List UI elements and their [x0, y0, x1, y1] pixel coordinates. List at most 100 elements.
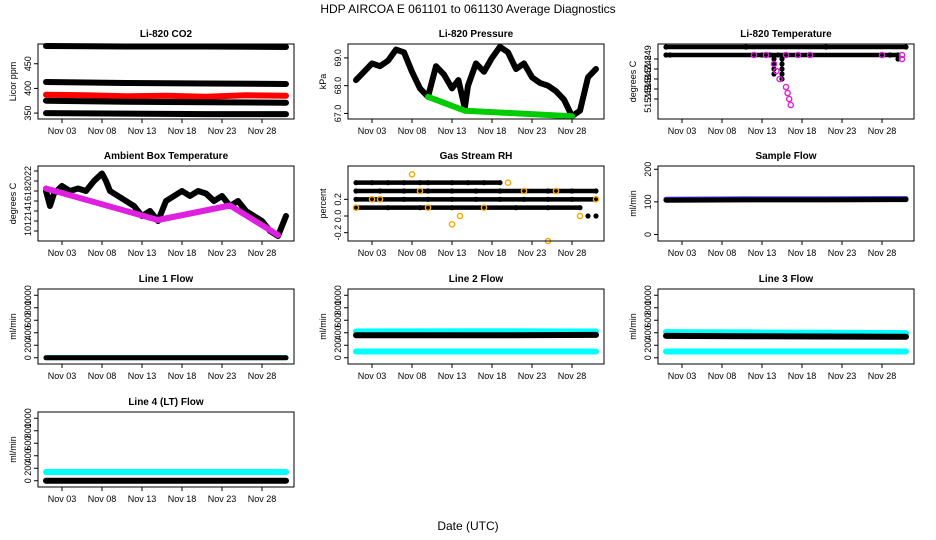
box_temp-point-box-11 — [116, 194, 120, 198]
licor_temp-ylabel: degrees C — [628, 60, 638, 102]
line3-point-cyan-low-1 — [783, 349, 789, 354]
pressure-point-pressure-27 — [562, 98, 566, 102]
licor_temp-ytick-label: 51.245 — [643, 85, 653, 113]
licor_temp-ytick-label: 51.248 — [643, 55, 653, 83]
line2-ytick-label: 200 — [333, 338, 343, 353]
box_temp-line-box — [43, 170, 289, 239]
rh-series-orange — [352, 170, 600, 245]
line2-ytick-label: 600 — [333, 313, 343, 328]
co2-point-red-5 — [244, 93, 248, 97]
line3-title: Line 3 Flow — [759, 274, 814, 285]
line2-point-cyan-low-0 — [353, 349, 359, 354]
pressure-point-pressure-30 — [586, 75, 590, 79]
licor_temp-series-top — [663, 44, 909, 50]
sample_flow-ytick-label: 200 — [643, 162, 653, 177]
licor_temp-point-column-7 — [779, 71, 785, 77]
line3-series-cyan-low — [663, 348, 909, 355]
sample_flow-ytick-label: 100 — [643, 194, 653, 209]
co2-xtick-label: Nov 28 — [248, 126, 277, 136]
line3-xtick-label: Nov 28 — [868, 371, 897, 381]
pressure-point-pressure-0 — [354, 78, 358, 82]
box_temp-point-box-24 — [220, 194, 224, 198]
box_temp-xtick-label: Nov 13 — [128, 248, 157, 258]
panel-rh: Gas Stream RH Nov 03 Nov 08 Nov 13 Nov 18 Nov… — [318, 151, 605, 258]
line4-ytick-label: 600 — [23, 436, 33, 451]
rh-point-orange-1 — [368, 195, 376, 203]
line1-xtick-label: Nov 13 — [128, 371, 157, 381]
sample_flow-line-flow-black — [663, 197, 909, 203]
pressure-point-pressure-21 — [514, 67, 518, 71]
rh-point-orange-14 — [592, 195, 600, 203]
box_temp-point-box-9 — [104, 179, 108, 183]
line4-xtick-label: Nov 18 — [168, 494, 197, 504]
pressure-point-pressure-alt-0 — [425, 94, 431, 100]
licor_temp-series-magenta — [750, 51, 906, 109]
licor_temp-xtick-label: Nov 08 — [708, 126, 737, 136]
licor_temp-ytick-label: 51.249 — [643, 45, 653, 73]
line3-xtick-label: Nov 03 — [668, 371, 697, 381]
box_temp-series-box — [43, 170, 289, 239]
co2-line-high — [43, 43, 289, 50]
box_temp-point-box-20 — [188, 194, 192, 198]
pressure-line-pressure-alt — [425, 93, 575, 120]
line2-frame — [347, 288, 605, 365]
licor_temp-point-magenta-14 — [787, 101, 795, 109]
rh-point-orange-3 — [408, 170, 416, 178]
box_temp-xtick-label: Nov 08 — [88, 248, 117, 258]
pressure-xtick-label: Nov 18 — [478, 126, 507, 136]
co2-title: Li-820 CO2 — [140, 29, 193, 40]
rh-point-orange-4 — [416, 187, 424, 195]
box_temp-point-box-alt-3 — [275, 232, 281, 238]
box_temp-title: Ambient Box Temperature — [104, 151, 229, 162]
rh-ytick-label: 0.0 — [333, 210, 343, 223]
box_temp-xtick-label: Nov 03 — [48, 248, 77, 258]
line3-point-black-0 — [663, 333, 669, 339]
co2-ytick-label: 400 — [23, 81, 33, 96]
panel-line1: Line 1 Flow Nov 03 Nov 08 Nov 13 Nov 18 Nov 2… — [8, 274, 295, 381]
box_temp-point-box-1 — [48, 204, 52, 208]
line3-xtick-label: Nov 08 — [708, 371, 737, 381]
rh-series-level-04 — [353, 180, 503, 186]
licor_temp-point-column-0 — [771, 56, 777, 62]
pressure-frame — [347, 43, 605, 120]
co2-point-low-0 — [43, 110, 49, 116]
co2-series-high — [43, 43, 289, 50]
line4-xtick-label: Nov 28 — [248, 494, 277, 504]
sample_flow-frame — [657, 165, 915, 242]
box_temp-ytick-label: 14 — [23, 206, 33, 216]
line2-xtick-label: Nov 03 — [358, 371, 387, 381]
pressure-point-pressure-1 — [362, 70, 366, 74]
panel-line4: Line 4 (LT) Flow Nov 03 Nov 08 Nov 13 Nov 18… — [8, 397, 295, 504]
line4-point-cyan-1 — [163, 469, 169, 475]
licor_temp-frame — [657, 43, 915, 120]
box_temp-line-box-alt — [43, 185, 281, 238]
licor_temp-xtick-label: Nov 13 — [748, 126, 777, 136]
line4-ytick-label: 0 — [23, 478, 33, 483]
co2-point-red-4 — [204, 95, 208, 99]
licor_temp-xtick-label: Nov 23 — [828, 126, 857, 136]
line2-xtick-label: Nov 08 — [398, 371, 427, 381]
co2-point-high-0 — [43, 43, 49, 49]
panel-line2: Line 2 Flow Nov 03 Nov 08 Nov 13 Nov 18 Nov 2… — [318, 274, 605, 381]
line1-ytick-label: 600 — [23, 313, 33, 328]
pressure-point-pressure-25 — [546, 84, 550, 88]
box_temp-point-box-18 — [172, 194, 176, 198]
line2-ytick-label: 800 — [333, 300, 343, 315]
line2-xtick-label: Nov 18 — [478, 371, 507, 381]
box_temp-ytick-label: 12 — [23, 216, 33, 226]
pressure-point-pressure-19 — [498, 45, 502, 49]
sample_flow-point-flow-black-0 — [663, 198, 669, 203]
pressure-point-pressure-alt-1 — [462, 108, 467, 113]
pressure-title: Li-820 Pressure — [439, 29, 514, 40]
sample_flow-xtick-label: Nov 18 — [788, 248, 817, 258]
sample_flow-series-flow-black — [663, 197, 909, 203]
line3-ytick-label: 400 — [643, 325, 653, 340]
box_temp-xtick-label: Nov 28 — [248, 248, 277, 258]
line2-series-black — [353, 331, 599, 339]
rh-point-orange-8 — [480, 204, 488, 211]
licor_temp-point-magenta-13 — [785, 95, 793, 103]
licor_temp-ytick-label: 51.246 — [643, 75, 653, 103]
licor_temp-point-magenta-9 — [773, 67, 780, 75]
rh-ytick-label: 0.2 — [333, 193, 343, 206]
